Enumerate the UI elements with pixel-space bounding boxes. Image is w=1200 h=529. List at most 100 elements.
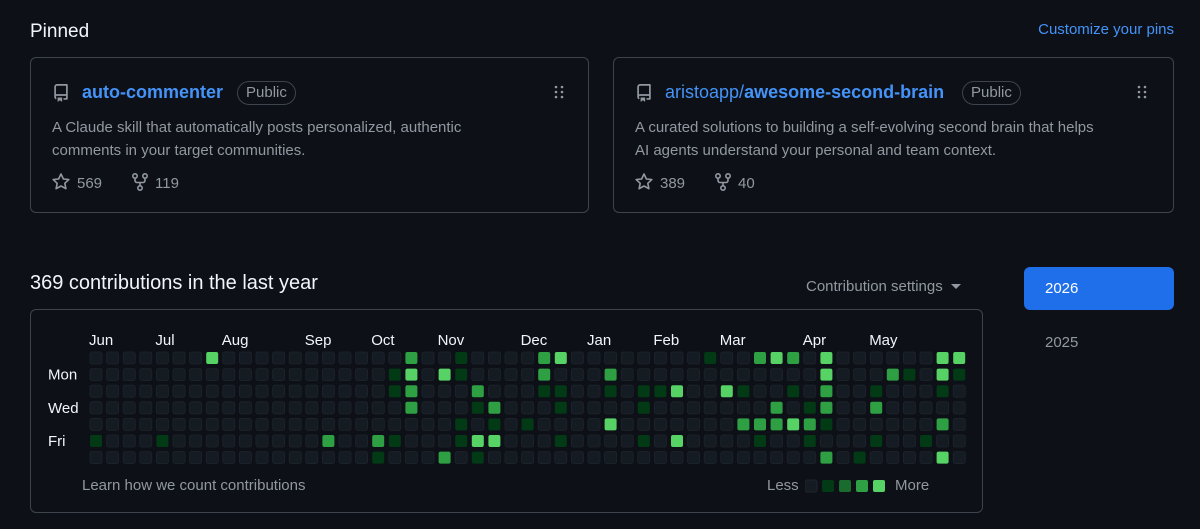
contribution-cell <box>737 401 750 415</box>
legend-box <box>856 480 868 492</box>
contribution-cell <box>587 368 601 382</box>
contribution-cell <box>836 417 850 431</box>
contribution-cell <box>853 417 866 431</box>
contribution-cell <box>122 368 136 382</box>
contribution-cell <box>720 368 734 382</box>
contribution-cell <box>720 401 734 415</box>
contribution-cell <box>89 384 103 398</box>
contribution-cell <box>903 351 916 365</box>
contribution-cell <box>504 434 518 448</box>
contribution-cell <box>106 351 119 365</box>
month-label: May <box>869 332 898 349</box>
legend-less: Less <box>767 477 799 494</box>
year-button[interactable]: 2025 <box>1045 334 1079 351</box>
drag-handle[interactable] <box>553 84 565 100</box>
drag-handle[interactable] <box>1136 84 1148 100</box>
description: A Claude skill that automatically posts … <box>52 119 462 136</box>
contribution-cell <box>471 451 484 464</box>
contribution-cell <box>189 401 203 415</box>
contribution-cell <box>155 351 169 365</box>
contribution-cell <box>919 401 933 415</box>
contribution-cell <box>869 351 883 365</box>
star-count[interactable]: 569 <box>77 175 103 192</box>
contribution-cell <box>504 351 518 365</box>
contribution-cell <box>338 401 352 415</box>
contribution-cell <box>886 368 899 381</box>
contribution-cell <box>288 417 302 431</box>
contribution-cell <box>288 351 302 365</box>
contribution-cell <box>272 417 286 431</box>
contribution-cell <box>222 384 236 398</box>
repo-link[interactable]: aristoapp/awesome-second-brain <box>665 83 944 101</box>
contribution-cell <box>189 434 203 448</box>
legend-more: More <box>895 477 930 494</box>
contribution-cell <box>405 385 418 398</box>
star-count[interactable]: 389 <box>660 175 686 192</box>
contribution-cell <box>637 401 650 414</box>
contribution-cell <box>405 368 418 381</box>
contribution-cell <box>604 368 617 381</box>
contribution-cell <box>571 451 584 465</box>
learn-link[interactable]: Learn how we count contributions <box>82 477 306 494</box>
contribution-cell <box>305 434 319 448</box>
contribution-cell <box>487 351 501 365</box>
contribution-cell <box>288 384 302 398</box>
contribution-cell <box>853 434 866 448</box>
month-label: Apr <box>803 332 826 349</box>
customize-link[interactable]: Customize your pins <box>1038 21 1174 38</box>
contribution-cell <box>687 351 700 365</box>
contribution-cell <box>571 434 584 448</box>
month-label: Mar <box>720 332 746 349</box>
settings-dropdown[interactable]: Contribution settings <box>806 279 961 294</box>
contribution-cell <box>155 417 169 431</box>
contribution-cell <box>222 368 236 382</box>
contribution-cell <box>471 435 484 447</box>
fork-count[interactable]: 40 <box>738 175 755 192</box>
contribution-cell <box>571 417 584 431</box>
year-button-selected[interactable]: 2026 <box>1024 267 1174 310</box>
contribution-cell <box>122 417 136 431</box>
contribution-cell <box>122 451 136 465</box>
contribution-cell <box>836 401 850 415</box>
contribution-cell <box>189 451 203 465</box>
contribution-cell <box>238 384 252 398</box>
contribution-cell <box>206 352 219 364</box>
contribution-cell <box>952 417 966 431</box>
contribution-cell <box>836 451 850 465</box>
contribution-cell <box>305 401 319 415</box>
contribution-cell <box>803 401 816 414</box>
contribution-cell <box>703 417 717 431</box>
contribution-cell <box>919 451 933 465</box>
contribution-cell <box>172 434 186 448</box>
contribution-cell <box>255 351 269 365</box>
contribution-cell <box>371 351 385 365</box>
contribution-cell <box>272 434 286 448</box>
repo-icon <box>637 84 651 102</box>
contribution-cell <box>952 451 966 465</box>
contribution-cell <box>654 368 667 382</box>
contribution-cell <box>89 401 103 415</box>
month-label: Sep <box>305 332 332 349</box>
contribution-cell <box>321 417 335 431</box>
contribution-cell <box>703 368 717 382</box>
contribution-cell <box>903 434 916 448</box>
contribution-cell <box>455 368 468 381</box>
contribution-cell <box>371 384 385 398</box>
contribution-cell <box>537 417 551 431</box>
contribution-cell <box>737 434 750 448</box>
description: AI agents understand your personal and t… <box>635 142 997 159</box>
contribution-cell <box>305 384 319 398</box>
contribution-cell <box>139 401 153 415</box>
repo-name[interactable]: auto-commenter <box>82 82 224 102</box>
contribution-cell <box>620 451 634 465</box>
contribution-cell <box>288 401 302 415</box>
contribution-cell <box>504 384 518 398</box>
contribution-cell <box>238 417 252 431</box>
contribution-cell <box>587 384 601 398</box>
visibility-badge: Public <box>237 81 296 105</box>
fork-count[interactable]: 119 <box>155 175 179 192</box>
contribution-cell <box>388 385 401 398</box>
contribution-cell <box>554 352 567 364</box>
contribution-cell <box>438 417 452 431</box>
contribution-graph: Jun Jul Aug Sep Oct Nov Dec Jan Feb Mar Apr May Mon W… <box>48 332 966 465</box>
